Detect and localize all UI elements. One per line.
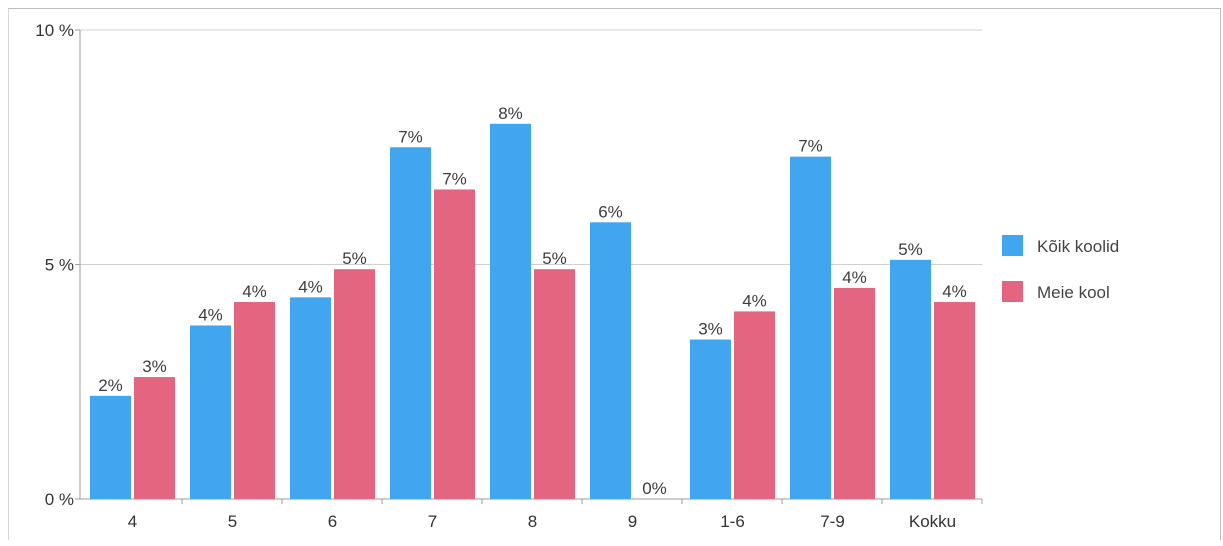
bar-meie-kool [234, 302, 275, 499]
legend-swatch[interactable] [1002, 235, 1023, 256]
data-label: 7% [398, 127, 423, 146]
data-label: 7% [798, 137, 823, 156]
data-label: 3% [698, 320, 723, 339]
x-tick-label: 1-6 [720, 512, 745, 531]
bar-meie-kool [734, 311, 775, 499]
x-tick-label: 7-9 [820, 512, 845, 531]
bar-koik-koolid [390, 147, 431, 499]
legend-label[interactable]: Meie kool [1037, 283, 1110, 302]
x-tick-label: 4 [128, 512, 137, 531]
data-label: 2% [98, 376, 123, 395]
data-label: 4% [198, 305, 223, 324]
bar-meie-kool [534, 269, 575, 499]
bar-meie-kool [934, 302, 975, 499]
bar-meie-kool [434, 189, 475, 499]
data-label: 4% [742, 291, 767, 310]
data-label: 6% [598, 202, 623, 221]
bar-koik-koolid [490, 123, 531, 500]
y-tick-label: 0 % [45, 490, 74, 509]
bar-koik-koolid [90, 395, 131, 499]
x-tick-label: Kokku [909, 512, 956, 531]
bar-koik-koolid [290, 297, 331, 499]
bar-koik-koolid [590, 222, 631, 500]
bar-koik-koolid [790, 156, 831, 499]
y-tick-label: 5 % [45, 256, 74, 275]
x-tick-label: 5 [228, 512, 237, 531]
data-label: 5% [542, 249, 567, 268]
legend-swatch[interactable] [1002, 281, 1023, 302]
x-tick-label: 7 [428, 512, 437, 531]
data-label: 5% [342, 249, 367, 268]
data-label: 7% [442, 169, 467, 188]
data-label: 5% [898, 240, 923, 259]
data-label: 3% [142, 357, 167, 376]
x-tick-label: 6 [328, 512, 337, 531]
bar-meie-kool [134, 377, 175, 499]
data-label: 0% [642, 479, 667, 498]
bar-koik-koolid [190, 325, 231, 499]
data-label: 4% [298, 277, 323, 296]
y-tick-label: 10 % [35, 21, 74, 40]
x-tick-label: 9 [628, 512, 637, 531]
bar-meie-kool [334, 269, 375, 499]
data-label: 4% [842, 268, 867, 287]
bar-meie-kool [834, 287, 875, 499]
data-label: 4% [942, 282, 967, 301]
bar-koik-koolid [690, 339, 731, 499]
x-tick-label: 8 [528, 512, 537, 531]
data-label: 8% [498, 104, 523, 123]
legend-label[interactable]: Kõik koolid [1037, 237, 1119, 256]
bar-koik-koolid [890, 259, 931, 499]
data-label: 4% [242, 282, 267, 301]
